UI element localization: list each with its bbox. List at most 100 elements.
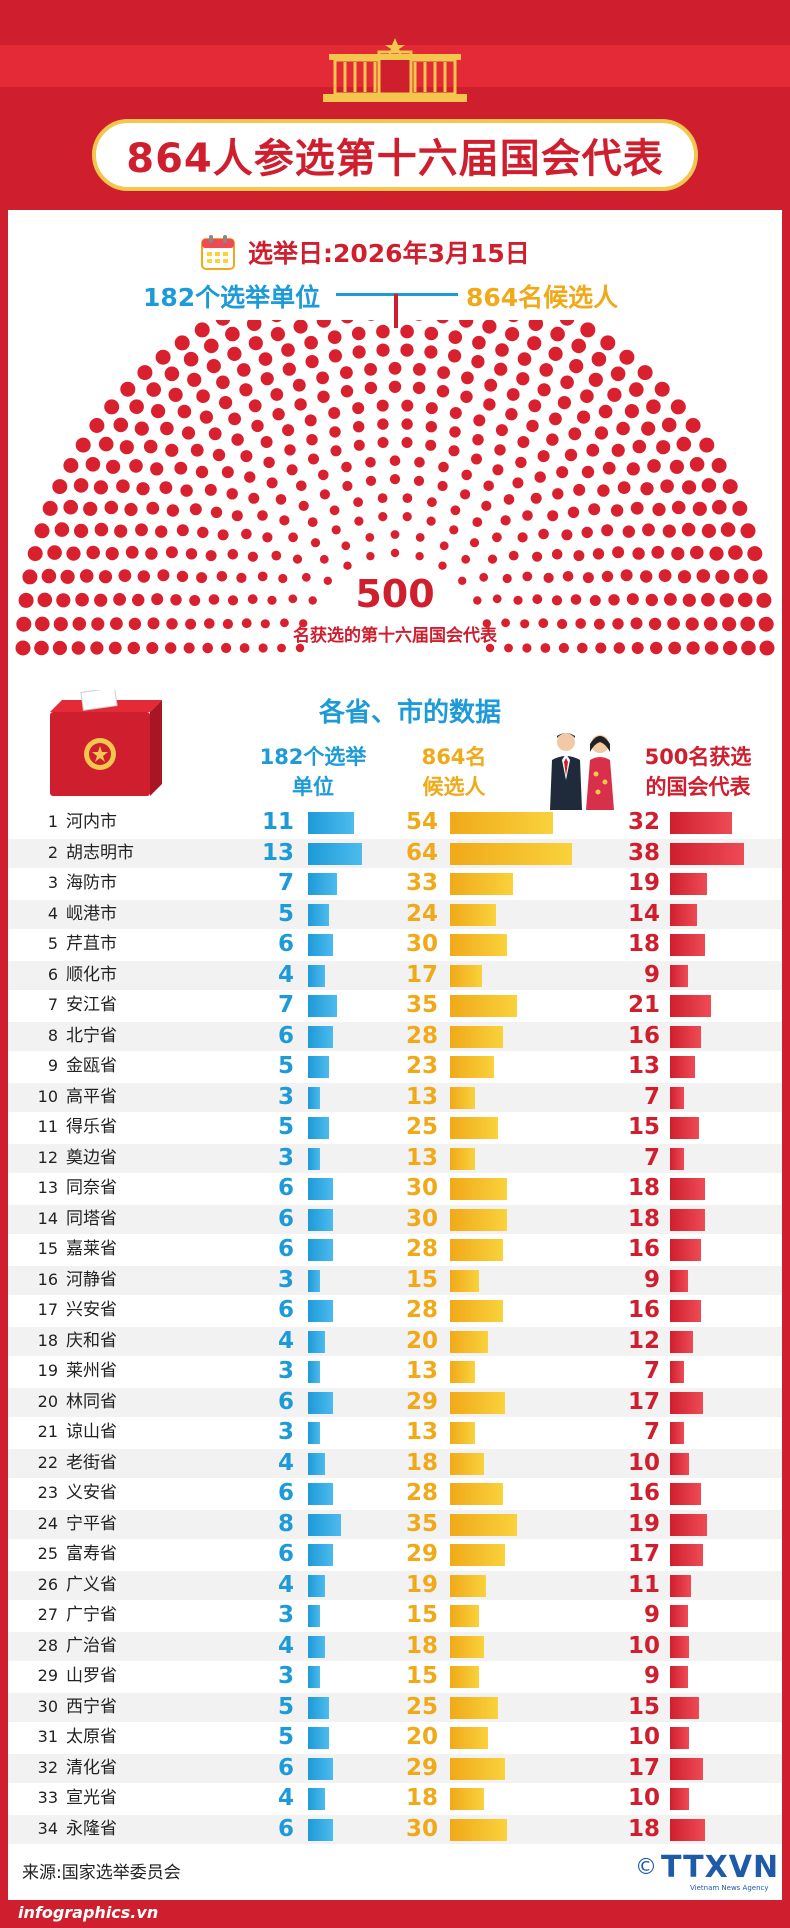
seat-dot bbox=[692, 501, 707, 516]
seat-dot bbox=[208, 594, 220, 605]
deputies-value: 16 bbox=[627, 1297, 660, 1323]
seat-dot bbox=[298, 500, 309, 511]
seat-dot bbox=[532, 594, 543, 605]
seat-dot bbox=[53, 617, 68, 632]
footer-website[interactable]: infographics.vn bbox=[18, 1903, 159, 1922]
row-index: 2 bbox=[47, 842, 58, 862]
candidates-bar bbox=[450, 1727, 489, 1749]
candidates-bar bbox=[450, 1574, 487, 1597]
seat-dot bbox=[562, 571, 574, 582]
candidates-value: 29 bbox=[405, 1541, 438, 1567]
seat-dot bbox=[286, 464, 298, 476]
units-value: 6 bbox=[277, 1480, 294, 1506]
seat-dot bbox=[438, 461, 449, 473]
seat-dot bbox=[104, 500, 119, 515]
candidates-value: 18 bbox=[405, 1449, 438, 1476]
seat-dot bbox=[494, 362, 508, 376]
seat-dot bbox=[145, 547, 158, 560]
deputies-bar bbox=[670, 1391, 704, 1414]
row-index: 22 bbox=[37, 1452, 58, 1472]
deputies-bar bbox=[670, 1056, 696, 1078]
candidates-value: 25 bbox=[405, 1114, 438, 1140]
seat-dot bbox=[520, 619, 530, 629]
seat-dot bbox=[528, 399, 542, 413]
seat-dot bbox=[723, 640, 738, 656]
seat-dot bbox=[703, 617, 718, 631]
candidates-bar bbox=[450, 1117, 498, 1139]
units-value: 4 bbox=[277, 1449, 294, 1476]
seat-dot bbox=[328, 349, 342, 363]
seat-dot bbox=[483, 398, 496, 411]
province-name: 岘港市 bbox=[66, 903, 117, 924]
seat-dot bbox=[437, 366, 450, 379]
seat-dot bbox=[439, 541, 449, 551]
table-row: 27 广宁省 3 15 9 bbox=[0, 1600, 790, 1631]
seat-dot bbox=[632, 439, 647, 454]
units-value: 3 bbox=[277, 1083, 294, 1110]
seat-dot bbox=[105, 547, 119, 561]
seat-dot bbox=[54, 522, 70, 537]
seat-dot bbox=[651, 545, 665, 559]
candidates-bar bbox=[450, 1178, 508, 1200]
seat-dot bbox=[501, 618, 510, 628]
units-bar bbox=[308, 1727, 329, 1749]
seat-dot bbox=[42, 500, 58, 516]
units-bar bbox=[308, 1757, 333, 1780]
seat-dot bbox=[212, 448, 226, 462]
seat-dot bbox=[598, 404, 613, 419]
seat-dot bbox=[759, 640, 775, 656]
title-pill: 864人参选第十六届国会代表 bbox=[92, 119, 698, 191]
table-row: 10 高平省 3 13 7 bbox=[0, 1082, 790, 1113]
seat-dot bbox=[319, 489, 330, 500]
units-bar bbox=[308, 1025, 333, 1048]
seat-dot bbox=[567, 506, 580, 518]
table-row: 2 胡志明市 13 64 38 bbox=[0, 838, 790, 869]
candidates-bar bbox=[450, 1544, 506, 1566]
table-row: 13 同奈省 6 30 18 bbox=[0, 1173, 790, 1204]
ballot-box-icon bbox=[50, 690, 162, 796]
seat-dot bbox=[620, 569, 633, 582]
seat-dot bbox=[424, 326, 439, 341]
seat-dot bbox=[401, 399, 414, 412]
seat-dot bbox=[366, 552, 375, 561]
province-name: 广宁省 bbox=[66, 1605, 117, 1625]
province-name: 安江省 bbox=[66, 995, 117, 1015]
deputies-value: 10 bbox=[627, 1785, 660, 1811]
seat-dot bbox=[151, 404, 166, 419]
seat-dot bbox=[594, 426, 609, 440]
units-bar bbox=[308, 1300, 333, 1322]
seat-dot bbox=[577, 642, 588, 654]
seat-dot bbox=[329, 505, 340, 516]
deputies-value: 15 bbox=[627, 1693, 660, 1720]
seat-dot bbox=[616, 421, 630, 436]
units-bar bbox=[308, 1330, 325, 1353]
seat-dot bbox=[582, 572, 594, 584]
seat-dot bbox=[492, 464, 504, 476]
seat-dot bbox=[351, 326, 366, 341]
deputies-value: 18 bbox=[627, 1175, 660, 1201]
seat-dot bbox=[124, 502, 138, 517]
units-value: 3 bbox=[277, 1419, 294, 1445]
candidates-bar bbox=[450, 1452, 485, 1475]
deputies-bar bbox=[670, 1757, 704, 1780]
col-header-deputies-line2: 的国会代表 bbox=[645, 775, 751, 799]
candidates-value: 20 bbox=[405, 1724, 438, 1750]
units-bar bbox=[308, 934, 333, 956]
seat-dot bbox=[473, 414, 486, 427]
seat-dot bbox=[415, 533, 425, 542]
seat-dot bbox=[239, 383, 253, 397]
deputies-bar bbox=[670, 1818, 706, 1841]
province-name: 西宁省 bbox=[66, 1696, 117, 1717]
seat-dot bbox=[704, 641, 719, 655]
seat-dot bbox=[364, 381, 378, 395]
seat-dot bbox=[505, 408, 518, 421]
seat-dot bbox=[137, 365, 153, 381]
seat-dot bbox=[228, 412, 242, 426]
seat-dot bbox=[316, 371, 329, 385]
table-row: 20 林同省 6 29 17 bbox=[0, 1387, 790, 1418]
seat-dot bbox=[227, 595, 239, 606]
deputies-value: 15 bbox=[627, 1114, 660, 1140]
units-value: 4 bbox=[277, 1632, 294, 1659]
deputies-bar bbox=[670, 1330, 694, 1353]
units-value: 7 bbox=[277, 870, 294, 896]
